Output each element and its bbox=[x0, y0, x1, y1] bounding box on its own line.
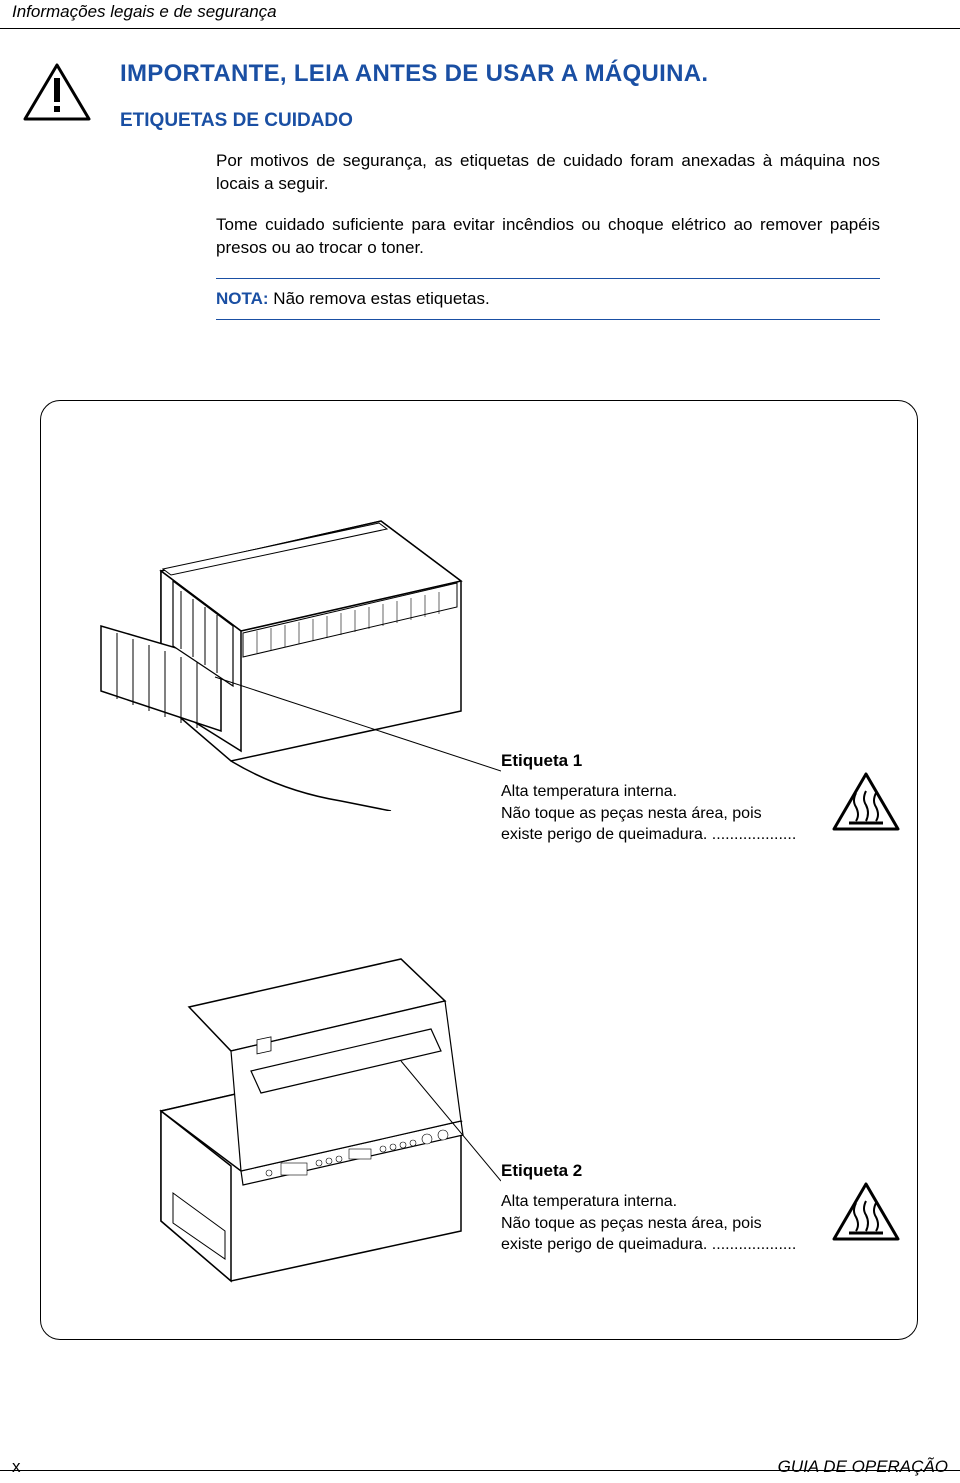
label-2-line: Alta temperatura interna. bbox=[501, 1191, 801, 1213]
label-1-title: Etiqueta 1 bbox=[501, 751, 801, 771]
header-bar: Informações legais e de segurança bbox=[0, 0, 960, 29]
hot-surface-icon bbox=[831, 1181, 901, 1243]
label-1-block: Etiqueta 1 Alta temperatura interna. Não… bbox=[501, 751, 801, 846]
content-block: IMPORTANTE, LEIA ANTES DE USAR A MÁQUINA… bbox=[120, 60, 880, 320]
footer-bar: x GUIA DE OPERAÇÃO bbox=[0, 1470, 960, 1483]
page-title: IMPORTANTE, LEIA ANTES DE USAR A MÁQUINA… bbox=[120, 60, 880, 88]
label-1-line: Alta temperatura interna. bbox=[501, 781, 801, 803]
warning-icon bbox=[22, 62, 92, 122]
paragraph: Por motivos de segurança, as etiquetas d… bbox=[216, 150, 880, 196]
header-section-title: Informações legais e de segurança bbox=[0, 2, 277, 21]
page-number: x bbox=[12, 1457, 21, 1477]
note-block: NOTA: Não remova estas etiquetas. bbox=[216, 278, 880, 320]
label-2-title: Etiqueta 2 bbox=[501, 1161, 801, 1181]
figure-frame: Etiqueta 1 Alta temperatura interna. Não… bbox=[40, 400, 918, 1340]
hot-surface-icon bbox=[831, 771, 901, 833]
label-2-block: Etiqueta 2 Alta temperatura interna. Não… bbox=[501, 1161, 801, 1256]
note-rule-bottom bbox=[216, 319, 880, 320]
page-subtitle: ETIQUETAS DE CUIDADO bbox=[120, 110, 880, 132]
printer-illustration-2 bbox=[101, 911, 501, 1291]
label-2-line: Não toque as peças nesta área, pois exis… bbox=[501, 1213, 801, 1256]
note-text: Não remova estas etiquetas. bbox=[273, 289, 489, 308]
note-label: NOTA: bbox=[216, 289, 269, 308]
label-1-line: Não toque as peças nesta área, pois exis… bbox=[501, 803, 801, 846]
printer-illustration-1 bbox=[81, 431, 501, 811]
paragraph: Tome cuidado suficiente para evitar incê… bbox=[216, 214, 880, 260]
doc-title: GUIA DE OPERAÇÃO bbox=[778, 1457, 948, 1477]
